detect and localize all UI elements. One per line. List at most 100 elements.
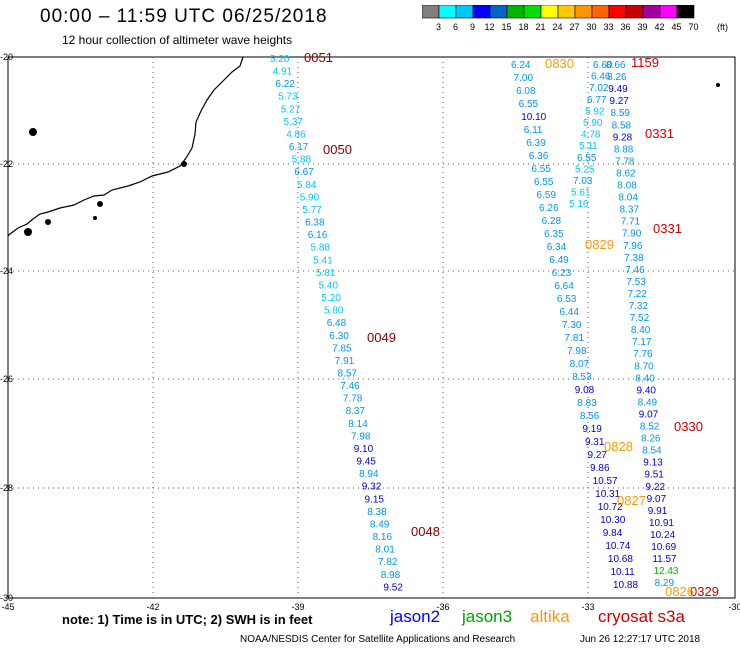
swh-value: 6.24 [511,60,531,71]
swh-value: 8.16 [373,532,393,543]
color-swatch [489,5,508,19]
swh-value: 7.46 [340,381,360,392]
swh-value: 8.58 [612,120,632,131]
swh-value: 7.96 [623,241,643,252]
wave-height-map: -45 -42 -39 -36 -33 -30 -20 -22 -24 -26 -28 -30 5.20… [0,50,740,610]
swh-value: 10.88 [613,580,638,591]
swh-value: 7.90 [622,229,642,240]
swh-value: 9.45 [356,457,376,468]
swh-value: 6.23 [552,268,572,279]
longitude-tick-label: -30 [728,602,740,610]
island-marker [24,228,32,236]
swh-value: 6.55 [531,164,551,175]
color-swatch [506,5,525,19]
swh-value: 8.56 [580,411,600,422]
swh-value: 10.24 [650,530,675,541]
latitude-tick-label: -22 [0,159,13,169]
swh-value: 9.52 [383,582,403,593]
swh-value: 9.40 [637,385,657,396]
color-swatch [591,5,610,19]
swh-value: 5.81 [316,268,336,279]
swh-value: 9.32 [362,482,382,493]
swh-value: 6.55 [519,99,539,110]
swh-value: 7.81 [565,333,585,344]
color-swatch [659,5,678,19]
color-swatch [523,5,542,19]
swh-value: 9.31 [585,437,605,448]
legend-jason3: jason3 [462,607,513,626]
color-swatch [557,5,576,19]
swh-value: 9.22 [646,482,666,493]
color-scale-tick: 3 [436,22,441,32]
swh-value: 8.37 [346,406,366,417]
swh-value: 5.92 [585,106,605,117]
swh-value: 8.53 [572,372,592,383]
swh-value: 8.26 [607,72,627,83]
swh-value: 6.11 [524,125,543,136]
color-scale-tick: 9 [470,22,475,32]
swh-value: 8.29 [655,578,675,589]
color-scale-tick: 27 [569,22,579,32]
swh-value: 7.03 [573,176,593,187]
swh-value: 5.41 [313,255,333,266]
island-marker [97,201,103,207]
swh-value: 6.60 [593,60,613,71]
latitude-tick-label: -30 [0,593,13,603]
swh-value: 9.27 [588,450,608,461]
swh-value: 8.49 [370,519,390,530]
color-scale-tick: 21 [535,22,545,32]
swh-value: 6.77 [587,95,607,106]
color-scale-tick: 6 [453,22,458,32]
swh-value: 8.40 [631,325,651,336]
swh-value: 8.37 [620,205,640,216]
color-scale-tick: 42 [654,22,664,32]
latitude-tick-label: -24 [0,266,13,276]
swh-value: 8.26 [641,434,661,445]
swh-value: 10.30 [600,515,625,526]
swh-value: 6.55 [577,153,597,164]
longitude-tick-label: -33 [581,602,594,610]
island-marker [181,161,187,167]
color-scale-tick: 15 [501,22,511,32]
swh-value: 8.52 [640,422,660,433]
swh-value: 6.08 [516,86,536,97]
swh-value: 4.78 [581,130,601,141]
pass-time-label: 0329 [690,584,719,599]
color-swatch [642,5,661,19]
swh-value: 9.84 [603,528,623,539]
generated-timestamp: Jun 26 12:27:17 UTC 2018 [580,634,701,645]
swh-value: 8.98 [381,570,401,581]
color-scale-tick: 18 [518,22,528,32]
swh-value: 5.37 [284,117,304,128]
swh-value: 7.98 [351,431,371,442]
color-swatch [455,5,474,19]
swh-value: 6.17 [289,142,309,153]
coastline [7,56,244,237]
swh-value: 9.13 [643,458,663,469]
swh-value: 10.68 [608,554,633,565]
swh-value: 7.38 [624,253,644,264]
swh-value: 7.02 [589,83,609,94]
swh-value: 9.51 [644,470,664,481]
swh-value: 7.00 [514,73,534,84]
swh-value: 8.38 [367,507,387,518]
swh-value: 5.61 [571,188,591,199]
swh-value: 7.82 [378,557,398,568]
swh-value: 9.08 [575,385,595,396]
swh-value: 6.39 [526,138,546,149]
swh-value: 6.30 [329,331,349,342]
swh-value: 5.90 [300,192,320,203]
swh-value: 7.53 [626,277,646,288]
pass-time-label: 0331 [653,221,682,236]
color-scale-tick: 70 [688,22,698,32]
pass-time-label: 0829 [585,237,614,252]
swh-value: 6.48 [327,318,347,329]
swh-value: 6.26 [539,203,559,214]
swh-value: 7.22 [627,289,647,300]
swh-value: 6.55 [534,177,554,188]
swh-value: 5.90 [583,118,603,129]
swh-value: 8.94 [359,469,379,480]
pass-time-label: 0826 [665,584,694,599]
swh-value: 6.35 [544,229,564,240]
latitude-tick-label: -20 [0,52,13,62]
